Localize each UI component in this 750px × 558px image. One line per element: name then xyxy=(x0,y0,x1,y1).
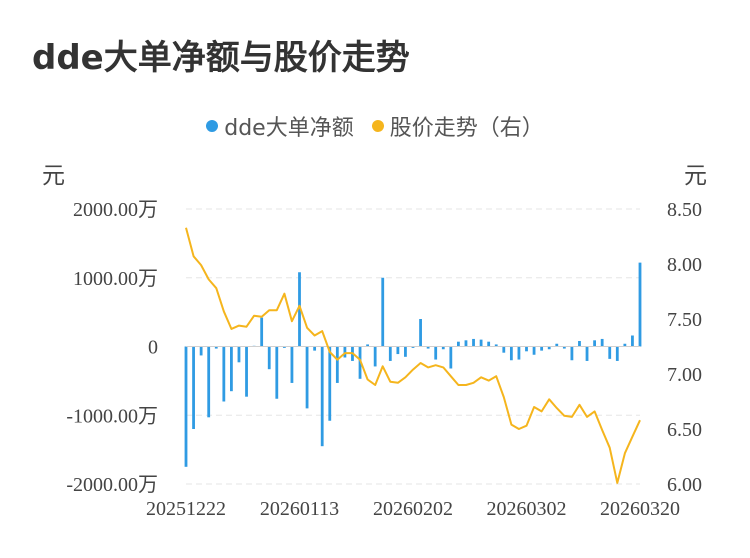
bar xyxy=(305,346,309,409)
bar xyxy=(434,346,438,360)
legend-bar-marker xyxy=(206,120,219,132)
bar xyxy=(509,346,513,361)
bar xyxy=(419,319,422,347)
right-axis-tick-label: 8.50 xyxy=(667,199,702,221)
chart-title: dde大单净额与股价走势 xyxy=(32,38,410,78)
bar xyxy=(578,341,581,347)
bar xyxy=(267,346,271,370)
bar xyxy=(260,317,264,347)
x-axis-tick-label: 20260202 xyxy=(373,498,453,520)
bar xyxy=(411,346,415,348)
bar xyxy=(328,346,332,421)
bar xyxy=(600,338,604,347)
bar xyxy=(540,346,544,351)
bar xyxy=(631,335,634,347)
bar xyxy=(184,346,188,467)
bar xyxy=(464,340,468,347)
bar xyxy=(525,346,528,352)
left-axis-tick-label: 2000.00万 xyxy=(73,199,158,221)
x-axis-tick-label: 20260320 xyxy=(600,498,680,520)
bar xyxy=(222,346,226,402)
bar xyxy=(237,346,241,363)
bar xyxy=(457,341,460,347)
right-axis-tick-label: 8.00 xyxy=(667,254,702,276)
bar xyxy=(517,346,521,360)
bar xyxy=(207,346,211,418)
bar xyxy=(373,346,377,367)
bar xyxy=(298,272,301,347)
bar xyxy=(623,343,627,347)
legend-item-line[interactable]: 股价走势（右） xyxy=(371,110,544,142)
right-axis-tick-label: 6.50 xyxy=(667,419,702,441)
legend-item-bar[interactable]: dde大单净额 xyxy=(206,110,354,142)
left-axis-tick-label: -1000.00万 xyxy=(66,405,158,427)
bar xyxy=(441,346,445,350)
legend-bar-label: dde大单净额 xyxy=(224,116,354,141)
x-axis-tick-label: 20260302 xyxy=(487,498,567,520)
left-axis-unit: 元 xyxy=(42,163,65,189)
bar xyxy=(192,346,195,429)
bar xyxy=(320,346,324,447)
x-axis-tick-label: 20260113 xyxy=(260,498,339,520)
legend-line-label: 股价走势（右） xyxy=(389,116,544,141)
bar xyxy=(608,346,612,359)
price-line xyxy=(185,227,641,484)
legend-line-marker xyxy=(371,120,384,132)
right-axis-unit: 元 xyxy=(684,163,707,189)
bar xyxy=(502,346,506,353)
bar xyxy=(547,346,551,350)
legend: dde大单净额 股价走势（右） xyxy=(0,110,750,142)
bar xyxy=(494,344,498,347)
bar xyxy=(335,346,339,383)
bar xyxy=(532,346,536,355)
bar xyxy=(638,262,642,347)
bar xyxy=(487,341,491,347)
bar xyxy=(313,346,317,351)
bar xyxy=(358,346,362,379)
right-axis-tick-label: 6.00 xyxy=(667,474,702,496)
bar xyxy=(214,346,218,349)
left-axis-tick-label: 0 xyxy=(148,337,158,359)
bar xyxy=(282,346,286,348)
bar xyxy=(472,338,475,347)
left-axis-tick-label: 1000.00万 xyxy=(73,268,158,290)
bar xyxy=(343,346,347,358)
bar xyxy=(562,346,566,349)
x-axis-tick-label: 20251222 xyxy=(146,498,226,520)
bar xyxy=(245,346,248,397)
right-axis-tick-label: 7.00 xyxy=(667,364,702,386)
bar xyxy=(230,346,233,392)
bar xyxy=(275,346,279,399)
bar xyxy=(388,346,392,361)
bar xyxy=(404,346,407,357)
bar xyxy=(449,346,453,369)
bar xyxy=(615,346,619,361)
bar xyxy=(290,346,294,383)
bar xyxy=(199,346,203,356)
left-axis-tick-label: -2000.00万 xyxy=(66,474,158,496)
bar xyxy=(555,343,559,347)
bar xyxy=(570,346,574,361)
bar xyxy=(366,344,369,347)
bar xyxy=(593,340,596,347)
bar xyxy=(426,346,430,349)
bar xyxy=(585,346,589,361)
bar xyxy=(479,339,483,347)
bar xyxy=(381,277,385,347)
right-axis-tick-label: 7.50 xyxy=(667,309,702,331)
bar xyxy=(396,346,400,355)
